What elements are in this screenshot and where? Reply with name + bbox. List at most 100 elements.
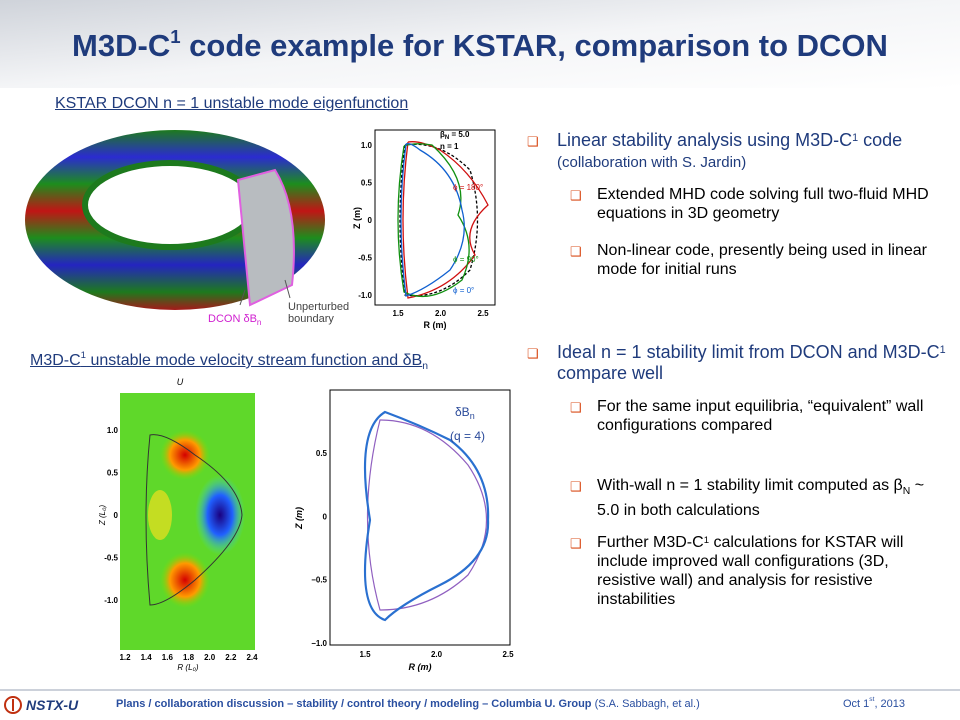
tick-label: 1.4	[141, 653, 153, 662]
legend-part: = 5.0	[449, 130, 470, 139]
figure-caption: M3D-C1 unstable mode velocity stream fun…	[30, 350, 428, 373]
tick-label: -0.5	[358, 254, 372, 263]
bullet-icon: ❑	[527, 134, 539, 149]
tick-label: -1.0	[358, 291, 372, 300]
axis-label: R (m)	[424, 320, 447, 330]
tick-label: −0.5	[311, 576, 327, 585]
plot-frame	[374, 129, 496, 306]
tick-label: 0	[114, 511, 119, 520]
tick-label: 1.2	[119, 653, 131, 662]
slide-title: M3D-C1 code example for KSTAR, compariso…	[0, 26, 960, 64]
footer-text: Plans / collaboration discussion – stabi…	[116, 698, 700, 710]
bullet-sub: N	[902, 486, 911, 498]
tick-label: 0.5	[107, 469, 119, 478]
tick-label: 0.5	[316, 449, 328, 458]
bullet: Linear stability analysis using M3D-C1 c…	[557, 130, 947, 173]
tick-label: 2.0	[204, 653, 216, 662]
tick-label: 2.5	[502, 650, 514, 659]
sub-bullet: With-wall n = 1 stability limit computed…	[597, 476, 947, 520]
plot-label: δBn	[455, 405, 475, 421]
mode-curve	[363, 410, 490, 622]
bullet-part: calculations for KSTAR will include impr…	[597, 534, 904, 608]
contour-blob	[160, 552, 210, 608]
contour-blob	[160, 430, 210, 480]
sub-bullet: Further M3D-C1 calculations for KSTAR wi…	[597, 533, 947, 609]
tick-label: 2.2	[225, 653, 237, 662]
tick-label: -1.0	[104, 596, 118, 605]
sub-bullet: For the same input equilibria, “equivale…	[597, 398, 924, 434]
bullet: Ideal n = 1 stability limit from DCON an…	[557, 342, 947, 384]
bullet-icon: ❑	[570, 188, 582, 203]
bullet-icon: ❑	[527, 346, 539, 361]
torus-label: DCON δBn	[208, 313, 261, 327]
torus-label: Unperturbed boundary	[288, 301, 349, 325]
figure-caption: KSTAR DCON n = 1 unstable mode eigenfunc…	[55, 95, 409, 112]
bullet-part: Linear stability analysis using M3D-C	[557, 130, 853, 150]
label-part: δB	[455, 405, 470, 419]
tick-label: 2.0	[435, 309, 447, 318]
tick-label: 1.6	[162, 653, 174, 662]
bullet-part: ~ 5.0 in both calculations	[597, 477, 925, 520]
tick-label: 1.5	[392, 309, 404, 318]
bullet-icon: ❑	[570, 479, 582, 494]
sub-bullet: Extended MHD code solving full two-fluid…	[597, 186, 929, 222]
date-sup: st	[869, 696, 875, 703]
bullet-sup: 1	[939, 344, 946, 356]
bullet-sup: 1	[852, 132, 859, 144]
legend-text: ϕ = 0°	[453, 286, 474, 295]
footer-part: (S.A. Sabbagh, et al.)	[594, 698, 700, 710]
footer-date: Oct 1st, 2013	[843, 696, 906, 710]
legend-text: ϕ = 90°	[453, 255, 479, 264]
plot-title: U	[177, 377, 184, 387]
footer-logo: NSTX-U	[26, 697, 79, 713]
bullet-part: compare well	[557, 363, 664, 383]
boundary-curve	[145, 434, 243, 606]
axis-label: Z (m)	[294, 507, 304, 530]
tick-label: -0.5	[104, 554, 118, 563]
bullet-part: code	[858, 130, 903, 150]
tick-label: 1.0	[107, 426, 119, 435]
legend-text: βN = 5.0	[440, 130, 470, 141]
bullet-part: Further M3D-C	[597, 534, 704, 551]
tick-label: 1.0	[361, 141, 373, 150]
title-part: code example for KSTAR, comparison to DC…	[180, 28, 888, 63]
date-part: Oct 1	[843, 698, 870, 710]
tick-label: 0.5	[361, 179, 373, 188]
caption-part: unstable mode velocity stream function a…	[86, 352, 423, 369]
tick-label: −1.0	[311, 639, 327, 648]
bullet-icon: ❑	[570, 536, 582, 551]
bullet-note: (collaboration with S. Jardin)	[557, 154, 747, 171]
label-text: Unperturbed	[288, 301, 349, 313]
footer-part: Plans / collaboration discussion – stabi…	[116, 698, 592, 710]
contour-blob	[148, 490, 172, 540]
bullet-sup: 1	[703, 535, 710, 546]
bullet-part: With-wall n = 1 stability limit computed…	[597, 477, 903, 494]
axis-label: R (m)	[409, 662, 432, 672]
title-sup: 1	[170, 26, 181, 47]
plot-label: (q = 4)	[450, 429, 485, 443]
legend-part: β	[440, 130, 445, 139]
bullet-part: Ideal n = 1 stability limit from DCON an…	[557, 342, 940, 362]
tick-label: 1.5	[359, 650, 371, 659]
caption-sup: 1	[80, 350, 87, 361]
date-part: , 2013	[874, 698, 906, 710]
legend-text: n = 1	[440, 142, 459, 151]
axis-label: Z (L₀)	[98, 505, 107, 527]
legend-part: N	[445, 135, 449, 141]
label-part: n	[470, 411, 475, 421]
label-text: boundary	[288, 313, 334, 325]
header-band	[0, 0, 960, 88]
title-part: M3D-C	[72, 28, 171, 63]
axis-label: Z (m)	[352, 207, 362, 229]
axis-label: R (L₀)	[177, 663, 198, 672]
tick-label: 0	[323, 512, 328, 521]
sub-bullet: Non-linear code, presently being used in…	[597, 242, 927, 278]
caption-sub: n	[422, 361, 428, 373]
plot-frame	[329, 389, 511, 646]
label-text: DCON δB	[208, 313, 257, 325]
torus-image	[25, 130, 325, 310]
tick-label: 0	[368, 216, 373, 225]
mode-curves	[397, 141, 489, 299]
